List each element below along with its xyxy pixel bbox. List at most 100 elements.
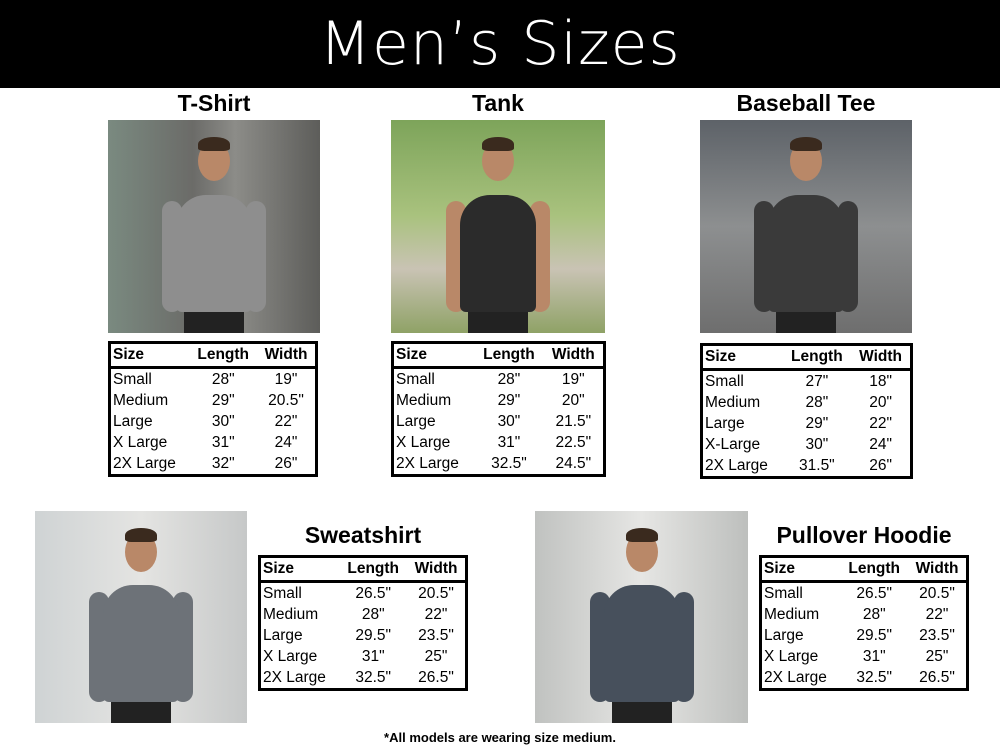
size-cell: Medium	[705, 393, 761, 411]
length-cell: 31.5"	[799, 456, 835, 474]
size-cell: Medium	[263, 605, 319, 623]
model-shirt	[103, 585, 179, 702]
table-row: Large 30" 22"	[110, 411, 317, 432]
size-cell: Small	[396, 370, 435, 388]
size-table-header: Size Length Width	[392, 342, 605, 369]
table-row: 2X Large 32.5" 24.5"	[393, 453, 605, 476]
header-row: Size Length Width	[701, 344, 912, 371]
length-cell: 30"	[211, 412, 235, 430]
table-row: X-Large 30" 24"	[702, 434, 912, 455]
header-row: Size Length Width	[392, 342, 605, 369]
length-cell: 29"	[211, 391, 235, 409]
size-cell: Medium	[113, 391, 169, 409]
length-cell: 31"	[211, 433, 235, 451]
table-row: 2X Large 32" 26"	[110, 453, 317, 476]
size-cell: X Large	[113, 433, 168, 451]
sweatshirt-model-photo	[35, 511, 247, 723]
size-table-header: Size Length Width	[701, 344, 912, 371]
page-title: Men’s Sizes	[319, 9, 681, 79]
table-row: Large 29.5" 23.5"	[761, 625, 968, 646]
length-cell: 30"	[805, 435, 829, 453]
size-cell: Medium	[764, 605, 820, 623]
header-banner: Men’s Sizes	[0, 0, 1000, 88]
baseball-tee-title: Baseball Tee	[736, 90, 876, 116]
column-header-length: Length	[189, 342, 258, 369]
size-table-body: Small 26.5" 20.5" Medium 28" 22" Large 29.5" 23.…	[260, 582, 467, 690]
size-cell: Large	[396, 412, 436, 430]
table-row: 2X Large 31.5" 26"	[702, 455, 912, 478]
model-shirt	[768, 194, 844, 312]
model-hair	[482, 137, 514, 152]
table-row: Medium 29" 20"	[393, 390, 605, 411]
baseball-tee-size-table: Size Length Width Small 27" 18" Medium 28" 20" La…	[700, 343, 913, 479]
size-cell: Large	[263, 626, 303, 644]
length-cell: 32.5"	[491, 454, 527, 472]
size-cell: 2X Large	[396, 454, 459, 472]
column-header-size: Size	[392, 342, 475, 369]
column-header-width: Width	[543, 342, 605, 369]
table-row: X Large 31" 25"	[761, 646, 968, 667]
tank-size-table: Size Length Width Small 28" 19" Medium 29" 20" La…	[391, 341, 606, 477]
length-cell: 29.5"	[856, 626, 893, 644]
sweatshirt-title: Sweatshirt	[304, 522, 422, 548]
length-cell: 28"	[862, 605, 886, 623]
column-header-length: Length	[840, 556, 909, 583]
table-row: Medium 28" 22"	[761, 604, 968, 625]
model-legs	[111, 697, 171, 723]
length-cell: 32"	[211, 454, 235, 472]
size-cell: Large	[764, 626, 804, 644]
length-cell: 29"	[497, 391, 521, 409]
width-cell: 26.5"	[418, 668, 454, 686]
length-cell: 26.5"	[355, 584, 392, 602]
sweatshirt-size-table: Size Length Width Small 26.5" 20.5" Medium 28" 2…	[258, 555, 468, 691]
t-shirt-model-photo	[108, 120, 320, 333]
tank-model-photo	[391, 120, 605, 333]
size-cell: Large	[705, 414, 745, 432]
model-legs	[776, 307, 836, 333]
size-table-header: Size Length Width	[760, 556, 968, 583]
length-cell: 31"	[862, 647, 886, 665]
table-row: Medium 28" 22"	[260, 604, 467, 625]
table-row: Small 26.5" 20.5"	[260, 582, 467, 605]
table-row: 2X Large 32.5" 26.5"	[260, 667, 467, 690]
width-cell: 23.5"	[418, 626, 454, 644]
table-row: Medium 28" 20"	[702, 392, 912, 413]
length-cell: 28"	[361, 605, 385, 623]
length-cell: 27"	[805, 372, 829, 390]
size-table-header: Size Length Width	[259, 556, 467, 583]
pullover-hoodie-size-table: Size Length Width Small 26.5" 20.5" Medium 28" 2…	[759, 555, 969, 691]
header-row: Size Length Width	[259, 556, 467, 583]
table-row: X Large 31" 25"	[260, 646, 467, 667]
table-row: Medium 29" 20.5"	[110, 390, 317, 411]
length-cell: 28"	[805, 393, 829, 411]
t-shirt-title: T-Shirt	[177, 90, 251, 116]
table-row: 2X Large 32.5" 26.5"	[761, 667, 968, 690]
model-hair	[790, 137, 822, 152]
table-row: Large 30" 21.5"	[393, 411, 605, 432]
size-cell: Large	[113, 412, 153, 430]
model-shirt	[460, 194, 536, 312]
length-cell: 32.5"	[355, 668, 392, 686]
size-cell: 2X Large	[764, 668, 827, 686]
width-cell: 21.5"	[555, 412, 592, 430]
size-cell: X Large	[263, 647, 318, 665]
width-cell: 22.5"	[555, 433, 592, 451]
length-cell: 31"	[361, 647, 385, 665]
width-cell: 22"	[869, 414, 892, 432]
header-row: Size Length Width	[760, 556, 968, 583]
size-table-body: Small 28" 19" Medium 29" 20.5" Large 30" 22" X La…	[110, 368, 317, 476]
column-header-width: Width	[407, 556, 467, 583]
width-cell: 22"	[424, 605, 448, 623]
size-table-body: Small 28" 19" Medium 29" 20" Large 30" 21.5" X La…	[393, 368, 605, 476]
model-legs	[611, 697, 672, 723]
length-cell: 26.5"	[856, 584, 893, 602]
width-cell: 24"	[869, 435, 892, 453]
width-cell: 24"	[274, 433, 298, 451]
model-hair	[198, 137, 230, 152]
width-cell: 20"	[561, 391, 585, 409]
column-header-size: Size	[259, 556, 340, 583]
width-cell: 20.5"	[268, 391, 304, 409]
length-cell: 28"	[211, 370, 235, 388]
pullover-hoodie-model-photo	[535, 511, 748, 723]
width-cell: 22"	[274, 412, 298, 430]
